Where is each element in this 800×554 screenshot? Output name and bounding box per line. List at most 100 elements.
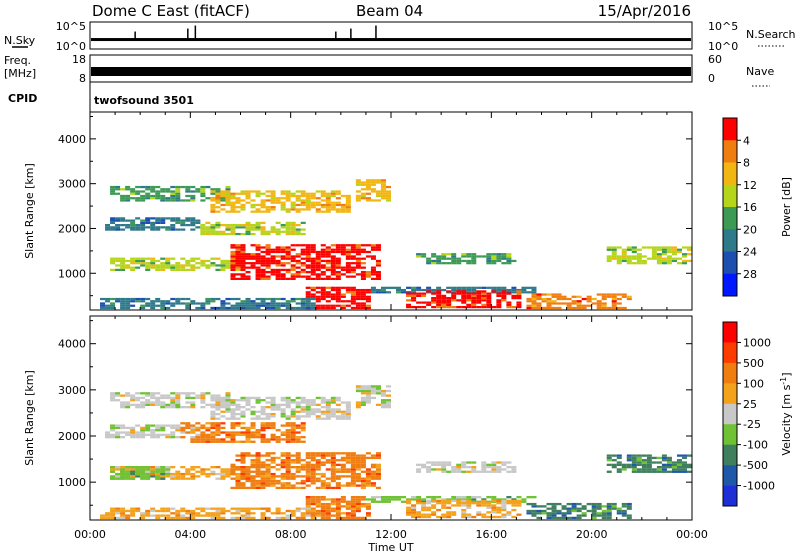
power-cell bbox=[260, 246, 266, 249]
power-cell bbox=[165, 199, 171, 202]
power-cell bbox=[220, 192, 226, 195]
velocity-cell bbox=[446, 515, 452, 519]
power-cell bbox=[496, 305, 502, 309]
power-cell bbox=[651, 246, 657, 249]
velocity-cell bbox=[115, 433, 121, 436]
velocity-cell bbox=[215, 412, 221, 416]
power-cell bbox=[230, 277, 236, 280]
power-cell bbox=[265, 253, 271, 256]
power-cell bbox=[531, 306, 537, 310]
power-cell bbox=[185, 188, 191, 191]
power-cell bbox=[265, 244, 271, 247]
power-cell bbox=[335, 203, 341, 207]
power-cell bbox=[345, 203, 351, 207]
power-cell bbox=[265, 264, 271, 267]
power-cell bbox=[506, 303, 512, 306]
velocity-cell bbox=[345, 516, 351, 520]
power-cell bbox=[350, 262, 356, 265]
power-cell bbox=[220, 259, 226, 263]
velocity-cell bbox=[315, 500, 321, 503]
power-cell bbox=[115, 300, 121, 303]
velocity-cell bbox=[506, 502, 512, 505]
velocity-cell bbox=[220, 396, 226, 400]
velocity-cell bbox=[255, 433, 261, 436]
velocity-cell bbox=[355, 466, 361, 469]
power-cell bbox=[265, 275, 271, 278]
velocity-cell bbox=[215, 433, 221, 436]
power-cell bbox=[120, 266, 126, 269]
power-cell bbox=[145, 197, 151, 200]
velocity-cell bbox=[320, 502, 326, 506]
velocity-cell bbox=[285, 456, 291, 460]
power-cell bbox=[135, 226, 141, 229]
power-cell bbox=[200, 306, 206, 310]
velocity-cell bbox=[491, 511, 497, 514]
power-cell bbox=[305, 291, 311, 294]
velocity-cell bbox=[350, 452, 356, 455]
power-cell bbox=[325, 201, 331, 204]
power-cell bbox=[135, 297, 141, 301]
velocity-cell bbox=[295, 454, 301, 457]
velocity-cell bbox=[461, 496, 467, 499]
power-cell bbox=[651, 253, 657, 256]
power-cell bbox=[175, 268, 181, 272]
velocity-cell bbox=[421, 502, 427, 505]
velocity-cell bbox=[175, 514, 181, 517]
velocity-cell bbox=[320, 482, 326, 485]
power-cell bbox=[225, 197, 231, 200]
power-cell bbox=[340, 273, 346, 276]
velocity-cell bbox=[496, 498, 502, 501]
velocity-cell bbox=[270, 412, 276, 416]
velocity-ylabel: Slant Range [km] bbox=[23, 370, 36, 466]
velocity-cell bbox=[360, 505, 366, 508]
velocity-cell bbox=[275, 429, 281, 432]
velocity-cell bbox=[546, 514, 552, 517]
power-cell bbox=[115, 268, 121, 272]
power-cell bbox=[666, 246, 672, 249]
power-cell bbox=[300, 264, 306, 267]
power-cell bbox=[320, 306, 326, 310]
velocity-cell bbox=[511, 499, 517, 502]
power-cell bbox=[621, 293, 627, 296]
velocity-cell bbox=[260, 424, 266, 427]
velocity-cell bbox=[591, 514, 597, 517]
velocity-cell bbox=[120, 394, 126, 397]
velocity-cell bbox=[255, 456, 261, 460]
power-cell bbox=[130, 188, 136, 191]
power-cell bbox=[210, 257, 216, 260]
power-cell bbox=[305, 271, 311, 274]
freq-tick-high: 18 bbox=[72, 53, 86, 66]
power-cell bbox=[285, 230, 291, 233]
velocity-cell bbox=[360, 387, 366, 390]
power-colorbar-segment bbox=[723, 273, 737, 297]
velocity-cell bbox=[255, 454, 261, 457]
power-cell bbox=[255, 194, 261, 198]
power-cell bbox=[300, 250, 306, 254]
power-cell bbox=[375, 288, 381, 292]
power-cell bbox=[305, 275, 311, 278]
velocity-cell bbox=[265, 479, 271, 483]
velocity-cell bbox=[360, 516, 366, 520]
velocity-cell bbox=[370, 470, 376, 473]
velocity-cell bbox=[235, 482, 241, 485]
velocity-cell bbox=[160, 424, 166, 427]
velocity-cell bbox=[325, 459, 331, 462]
power-cell bbox=[215, 297, 221, 301]
velocity-cell bbox=[411, 506, 417, 509]
power-cell bbox=[345, 199, 351, 202]
velocity-cell bbox=[591, 512, 597, 515]
velocity-cell bbox=[631, 456, 637, 460]
velocity-cell bbox=[270, 472, 276, 476]
power-cell bbox=[110, 306, 116, 310]
velocity-cell bbox=[481, 515, 487, 519]
power-cell bbox=[330, 277, 336, 280]
velocity-cell bbox=[190, 466, 196, 469]
power-cell bbox=[320, 192, 326, 195]
power-cell bbox=[260, 271, 266, 274]
velocity-cell bbox=[616, 507, 622, 510]
velocity-cell bbox=[285, 472, 291, 476]
velocity-cell bbox=[265, 470, 271, 473]
power-cell bbox=[140, 221, 146, 224]
power-cell bbox=[250, 244, 256, 247]
power-cell bbox=[370, 248, 376, 251]
